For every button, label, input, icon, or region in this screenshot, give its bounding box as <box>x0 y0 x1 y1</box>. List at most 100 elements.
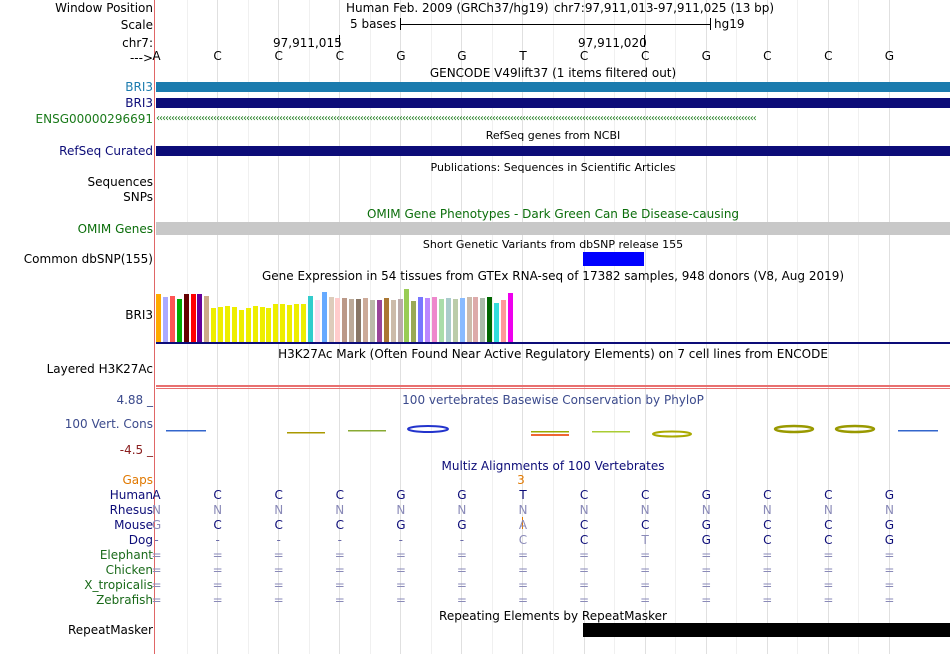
gtex-tissue-bar[interactable] <box>432 296 437 342</box>
gtex-tissue-bar[interactable] <box>273 303 279 342</box>
snps-label[interactable]: SNPs <box>123 190 153 204</box>
gtex-tissue-bar[interactable] <box>425 297 431 342</box>
gtex-tissue-bar[interactable] <box>507 293 513 342</box>
gtex-tissue-bar[interactable] <box>190 294 196 342</box>
gtex-gene-label[interactable]: BRI3 <box>125 308 153 322</box>
gtex-tissue-bar[interactable] <box>404 288 410 342</box>
dbsnp-label[interactable]: Common dbSNP(155) <box>23 252 153 266</box>
gtex-tissue-bar[interactable] <box>473 296 479 342</box>
species-label[interactable]: Zebrafish <box>96 593 153 607</box>
gtex-tissue-bar[interactable] <box>487 296 493 342</box>
gtex-tissue-bar[interactable] <box>204 295 210 342</box>
gtex-tissue-bar[interactable] <box>225 306 230 342</box>
gtex-tissue-bar[interactable] <box>176 299 182 342</box>
gtex-tissue-bar[interactable] <box>162 296 168 342</box>
species-label[interactable]: Chicken <box>105 563 153 577</box>
gtex-tissue-bar[interactable] <box>501 300 506 342</box>
gtex-tissue-bar[interactable] <box>438 299 444 342</box>
dbsnp-variant-block[interactable] <box>583 252 644 266</box>
gtex-tissue-bar[interactable] <box>418 296 424 342</box>
grid-line <box>766 0 768 654</box>
position-text[interactable]: chr7:97,911,013-97,911,025 (13 bp) <box>554 1 775 15</box>
bri3-gencode-bar[interactable] <box>156 82 950 92</box>
gtex-tissue-bar[interactable] <box>294 303 299 342</box>
phylop-mark <box>898 430 938 432</box>
ensg-arrow-track[interactable]: ‹‹‹‹‹‹‹‹‹‹‹‹‹‹‹‹‹‹‹‹‹‹‹‹‹‹‹‹‹‹‹‹‹‹‹‹‹‹‹‹… <box>156 114 757 124</box>
bri3-bar[interactable] <box>156 98 950 108</box>
alignment-base: C <box>579 533 589 547</box>
gtex-tissue-bar[interactable] <box>156 294 161 342</box>
sequences-label[interactable]: Sequences <box>87 175 153 189</box>
alignment-base: = <box>762 593 773 607</box>
refseq-label[interactable]: RefSeq Curated <box>59 144 153 158</box>
alignment-base: A <box>518 518 528 532</box>
alignment-base: C <box>213 488 222 502</box>
omim-bar[interactable] <box>156 222 950 235</box>
refseq-bar[interactable] <box>156 146 950 156</box>
gtex-tissue-bar[interactable] <box>300 303 306 342</box>
scale-text: 5 bases <box>350 17 397 31</box>
alignment-base: N <box>213 503 223 517</box>
gtex-tissue-bar[interactable] <box>314 300 320 342</box>
gtex-tissue-bar[interactable] <box>397 299 403 342</box>
bri3-label[interactable]: BRI3 <box>125 96 153 110</box>
gtex-tissue-bar[interactable] <box>280 303 286 342</box>
repeat-element-block[interactable] <box>583 623 950 637</box>
gtex-tissue-bar[interactable] <box>307 295 313 342</box>
species-label[interactable]: X_tropicalis <box>84 578 153 592</box>
gtex-tissue-bar[interactable] <box>369 300 375 342</box>
alignment-base: = <box>517 548 529 562</box>
phylop-label[interactable]: 100 Vert. Cons <box>64 417 153 431</box>
phylop-logo[interactable] <box>156 420 950 440</box>
gtex-tissue-bar[interactable] <box>238 309 244 342</box>
gtex-tissue-bar[interactable] <box>218 307 224 342</box>
ensg-label[interactable]: ENSG00000296691 <box>35 112 153 126</box>
gtex-tissue-bar[interactable] <box>494 302 500 342</box>
gtex-tissue-bar[interactable] <box>231 307 237 342</box>
gtex-tissue-bar[interactable] <box>169 295 175 342</box>
gtex-tissue-bar[interactable] <box>452 299 458 342</box>
gtex-tissue-bar[interactable] <box>363 297 368 342</box>
gtex-tissue-bar[interactable] <box>259 307 265 342</box>
grid-line <box>491 0 493 654</box>
species-label[interactable]: Mouse <box>114 518 153 532</box>
gtex-tissue-bar[interactable] <box>211 308 217 342</box>
h3k27ac-signal[interactable] <box>156 385 950 387</box>
gtex-bar-chart[interactable] <box>156 284 950 342</box>
species-label[interactable]: Dog <box>128 533 153 547</box>
gtex-tissue-bar[interactable] <box>266 308 272 342</box>
gtex-tissue-bar[interactable] <box>356 299 362 342</box>
gtex-tissue-bar[interactable] <box>245 308 251 342</box>
species-label[interactable]: Human <box>109 488 153 502</box>
gtex-tissue-bar[interactable] <box>349 299 355 342</box>
gtex-tissue-bar[interactable] <box>287 304 293 342</box>
gtex-tissue-bar[interactable] <box>466 296 472 342</box>
alignment-base: = <box>762 563 773 577</box>
coord-tick-1 <box>339 35 340 47</box>
gtex-tissue-bar[interactable] <box>197 294 203 342</box>
species-label[interactable]: Rhesus <box>109 503 153 517</box>
gtex-tissue-bar[interactable] <box>335 297 341 342</box>
gtex-tissue-bar[interactable] <box>445 297 451 342</box>
gtex-tissue-bar[interactable] <box>411 301 417 342</box>
gaps-label[interactable]: Gaps <box>122 473 153 487</box>
omim-label[interactable]: OMIM Genes <box>77 222 153 236</box>
gtex-tissue-bar[interactable] <box>480 297 486 342</box>
alignment-base: N <box>335 503 345 517</box>
window-position-label: Window Position <box>55 1 153 15</box>
repeatmasker-label[interactable]: RepeatMasker <box>67 623 153 637</box>
gtex-tissue-bar[interactable] <box>383 297 389 342</box>
alignment-base: C <box>335 488 344 502</box>
gtex-tissue-bar[interactable] <box>328 296 334 342</box>
bri3-gencode-label[interactable]: BRI3 <box>125 80 153 94</box>
gtex-tissue-bar[interactable] <box>252 306 258 342</box>
gtex-tissue-bar[interactable] <box>376 300 382 342</box>
gtex-tissue-bar[interactable] <box>183 293 189 342</box>
gtex-tissue-bar[interactable] <box>390 300 396 342</box>
strand-label: ---> <box>129 51 153 65</box>
gtex-tissue-bar[interactable] <box>321 292 327 342</box>
gtex-tissue-bar[interactable] <box>342 297 348 342</box>
species-label[interactable]: Elephant <box>99 548 153 562</box>
h3k27ac-label[interactable]: Layered H3K27Ac <box>46 362 153 376</box>
gtex-tissue-bar[interactable] <box>459 297 465 342</box>
